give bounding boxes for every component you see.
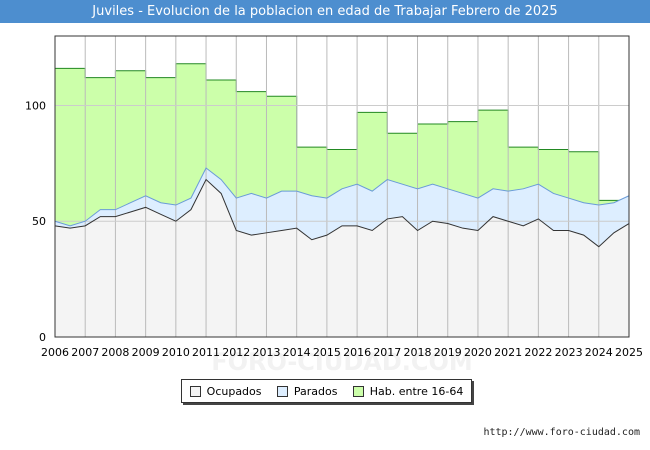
x-tick-label: 2006 <box>41 346 69 359</box>
footer-url: http://www.foro-ciudad.com <box>483 427 640 438</box>
y-tick-label: 0 <box>39 331 46 344</box>
x-tick-label: 2008 <box>101 346 129 359</box>
legend-label-hab: Hab. entre 16-64 <box>369 384 464 398</box>
x-tick-label: 2012 <box>222 346 250 359</box>
x-tick-label: 2024 <box>585 346 613 359</box>
x-tick-label: 2023 <box>555 346 583 359</box>
x-tick-label: 2015 <box>313 346 341 359</box>
legend-item-ocupados: Ocupados <box>189 384 262 398</box>
y-tick-label: 50 <box>32 215 46 228</box>
chart-legend: Ocupados Parados Hab. entre 16-64 <box>181 379 472 403</box>
legend-swatch-parados <box>276 385 288 397</box>
x-tick-label: 2019 <box>434 346 462 359</box>
series-parados-line <box>54 167 630 227</box>
x-tick-label: 2007 <box>71 346 99 359</box>
series-ocupados-area <box>55 179 629 337</box>
x-tick-label: 2020 <box>464 346 492 359</box>
series-hab-line <box>55 63 629 201</box>
x-tick-label: 2014 <box>283 346 311 359</box>
x-tick-label: 2011 <box>192 346 220 359</box>
x-tick-label: 2017 <box>373 346 401 359</box>
series-ocupados-line <box>54 178 630 248</box>
x-tick-label: 2018 <box>404 346 432 359</box>
plot-frame <box>54 35 630 338</box>
legend-swatch-hab <box>352 385 364 397</box>
x-tick-label: 2022 <box>524 346 552 359</box>
legend-swatch-ocupados <box>189 385 201 397</box>
x-tick-label: 2013 <box>252 346 280 359</box>
legend-item-parados: Parados <box>276 384 338 398</box>
legend-item-hab: Hab. entre 16-64 <box>352 384 464 398</box>
x-tick-label: 2016 <box>343 346 371 359</box>
x-tick-label: 2021 <box>494 346 522 359</box>
y-tick-label: 100 <box>25 99 46 112</box>
chart-title: Juviles - Evolucion de la poblacion en e… <box>0 0 650 23</box>
watermark-text: FORO-CIUDAD.COM <box>211 348 473 376</box>
x-tick-label: 2025 <box>615 346 643 359</box>
legend-label-parados: Parados <box>293 384 338 398</box>
x-tick-label: 2009 <box>132 346 160 359</box>
x-tick-label: 2010 <box>162 346 190 359</box>
legend-label-ocupados: Ocupados <box>206 384 262 398</box>
